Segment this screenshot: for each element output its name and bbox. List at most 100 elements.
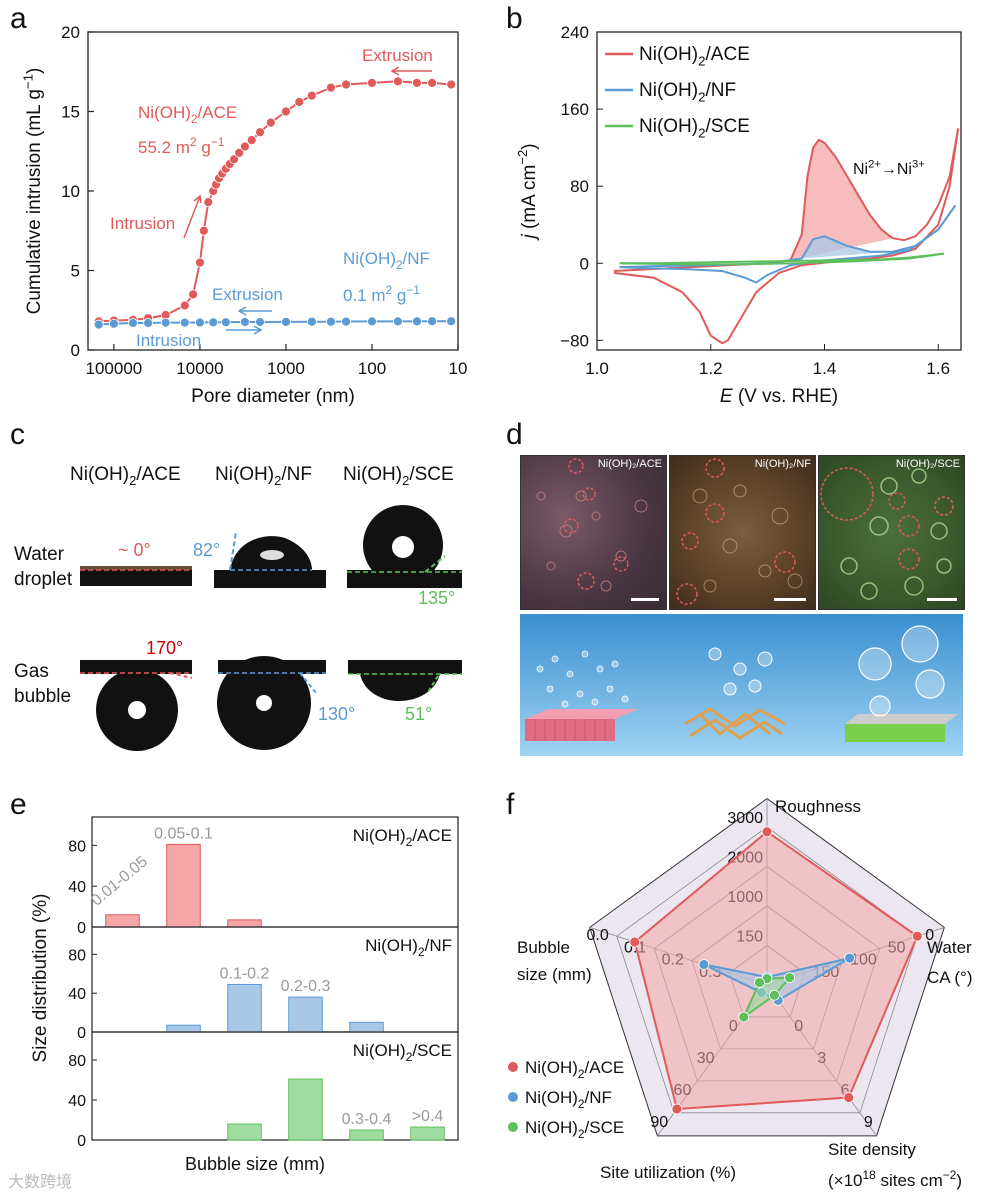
bubble-illustration [520, 614, 963, 756]
bar-ace [105, 914, 140, 928]
radar-point-ace [843, 1092, 855, 1103]
legend-label-2: Ni(OH)2/SCE [639, 116, 750, 141]
y-tick-label-a: 10 [61, 182, 80, 201]
y-tick-label-e: 40 [68, 1093, 86, 1110]
bar-label-e: 0.3-0.4 [342, 1111, 392, 1128]
arrow-extrusion-ace [390, 66, 432, 76]
data-point-ace [326, 82, 336, 93]
radar-axis-density-1: Site density [828, 1140, 916, 1159]
data-point-ace [229, 154, 240, 165]
radar-tick-label: 0.0 [586, 927, 608, 944]
bar-label-e: >0.4 [412, 1108, 444, 1125]
data-point-nf [143, 318, 154, 328]
data-point-ace [412, 77, 422, 88]
y-axis-label-b: j (mA cm−2) [515, 143, 540, 241]
data-point-nf [93, 319, 104, 330]
chart-f: 300020001000150050100150963090603000.00.… [508, 797, 973, 1190]
water-angle-ace: ~ 0° [118, 540, 151, 560]
water-angle-sce: 135° [418, 588, 455, 608]
radar-tick-label: 3000 [727, 810, 763, 827]
bar-label-e: 0.01-0.05 [88, 853, 151, 910]
x-tick-label-a: 1000 [267, 359, 305, 378]
chart-b: 1.0 1.2 1.4 1.6 −80 0 80 160 240 E (V vs. RHE) j (… [515, 23, 962, 407]
data-point-ace [198, 225, 209, 236]
data-point-ace [246, 135, 257, 146]
y-tick-label-e: 40 [68, 986, 86, 1003]
bar-nf [349, 1021, 384, 1033]
data-point-nf [341, 316, 351, 327]
radar-axis-utilization: Site utilization (%) [600, 1163, 736, 1182]
data-point-ace [427, 77, 438, 88]
y-tick-label-b: 0 [580, 254, 589, 273]
label-intrusion-nf: Intrusion [136, 331, 201, 350]
arrow-intrusion-nf [226, 325, 263, 335]
peak-area-ace [790, 139, 893, 261]
cv-reverse-nf [619, 204, 957, 284]
radar-tick-label: 0 [925, 927, 934, 944]
micrograph-ace: Ni(OH)₂/ACE [520, 455, 667, 610]
series-title-e-2: Ni(OH)2/SCE [353, 1041, 452, 1064]
series-title-e-1: Ni(OH)2/NF [365, 936, 452, 959]
arrow-intrusion-ace [183, 194, 202, 239]
panel-letter-e: e [10, 788, 27, 821]
radar-axis-bubble-2: size (mm) [517, 965, 592, 984]
ace-bubbles [536, 650, 629, 708]
data-point-nf [108, 318, 119, 329]
y-tick-label-e: 0 [77, 1133, 86, 1150]
cv-reverse-sce [619, 252, 945, 266]
data-point-nf [160, 317, 171, 328]
col-header-nf: Ni(OH)2/NF [215, 464, 312, 488]
row-label-water-2: droplet [14, 569, 73, 590]
data-point-ace [179, 300, 190, 311]
data-point-nf [367, 316, 377, 327]
data-point-ace [367, 77, 377, 88]
bar-sce [349, 1129, 384, 1141]
data-point-nf [326, 316, 336, 327]
gas-angle-sce: 51° [405, 704, 432, 724]
radar-point-ace [911, 930, 923, 942]
gas-angle-ace: 170° [146, 638, 183, 658]
y-tick-label-b: 240 [561, 23, 589, 42]
data-point-ace [234, 147, 245, 158]
cv-reverse-ace [613, 128, 960, 345]
data-point-nf [195, 317, 205, 328]
legend-label-f-2: Ni(OH)2/SCE [525, 1118, 624, 1141]
radar-axis-density-2: (×1018 sites cm−2) [828, 1168, 962, 1190]
radar-tick-label: 90 [650, 1114, 668, 1131]
water-droplet-sce [347, 505, 462, 588]
radar-point-ace [629, 936, 641, 948]
micrograph-nf: Ni(OH)₂/NF [669, 455, 816, 610]
radar-axis-water-2: CA (°) [927, 968, 973, 987]
bar-label-e: 0.05-0.1 [154, 825, 213, 842]
data-point-ace [294, 97, 305, 107]
x-tick-label-a: 100000 [86, 359, 143, 378]
data-point-ace [265, 117, 276, 128]
y-tick-label-b: 80 [570, 177, 589, 196]
row-label-gas-1: Gas [14, 661, 49, 682]
ace-electrode [525, 709, 638, 741]
legend-marker-f-0 [508, 1062, 518, 1072]
data-point-ace [203, 197, 214, 208]
data-point-ace [195, 257, 205, 268]
radar-axis-bubble-1: Bubble [517, 938, 570, 957]
bar-nf [288, 996, 323, 1033]
legend-marker-f-2 [508, 1122, 518, 1132]
annotation-nf-area: 0.1 m2 g−1 [343, 283, 420, 305]
bar-ace [166, 843, 201, 928]
gas-bubble-ace [80, 660, 193, 751]
micrograph-label-nf: Ni(OH)₂/NF [754, 458, 811, 470]
x-axis-label-e: Bubble size (mm) [185, 1154, 325, 1174]
micrograph-label-ace: Ni(OH)₂/ACE [597, 458, 662, 470]
scale-bar-ace [631, 598, 659, 601]
panel-c: Ni(OH)2/ACE Ni(OH)2/NF Ni(OH)2/SCE Water… [14, 464, 462, 751]
row-label-water-1: Water [14, 544, 65, 565]
micrograph-sce: Ni(OH)₂/SCE [818, 455, 965, 610]
annotation-ace-name: Ni(OH)2/ACE [138, 103, 237, 126]
data-point-nf [306, 316, 317, 327]
water-angle-nf: 82° [193, 540, 220, 560]
panel-letter-f: f [506, 788, 515, 821]
y-tick-label-b: −80 [560, 331, 589, 350]
radar-point-sce [754, 977, 765, 988]
